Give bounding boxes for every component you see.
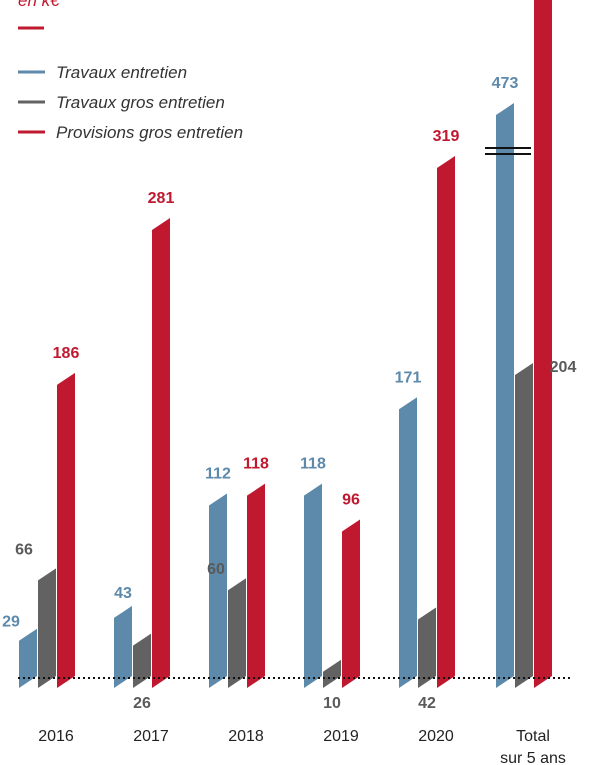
value-label-2017-series-1: 43 bbox=[114, 585, 132, 602]
bar-2018-series-1 bbox=[209, 493, 227, 688]
category-label-1: 2017 bbox=[133, 728, 169, 745]
legend-travaux-entretien-label: Travaux entretien bbox=[56, 63, 187, 82]
legend-provisions-gros-entretien-label: Provisions gros entretien bbox=[56, 123, 243, 142]
bar-2018-series-2 bbox=[228, 578, 246, 688]
bar-2020-series-2 bbox=[418, 607, 436, 688]
value-label-2016-series-2: 66 bbox=[15, 541, 33, 558]
value-label-2019-series-1: 118 bbox=[300, 456, 326, 473]
value-label-2019-series-3: 96 bbox=[342, 492, 360, 509]
value-label-total-series-1: 473 bbox=[492, 75, 519, 92]
bar-2019-series-3 bbox=[342, 519, 360, 688]
category-label-3: 2019 bbox=[323, 728, 359, 745]
category-label-0: 2016 bbox=[38, 728, 74, 745]
category-label-4: 2020 bbox=[418, 728, 454, 745]
value-label-2016-series-1: 29 bbox=[2, 614, 20, 631]
bar-total-series-1 bbox=[496, 103, 514, 688]
bar-total-series-2 bbox=[515, 363, 533, 688]
value-label-2018-series-2: 60 bbox=[207, 561, 225, 578]
category-label-5-line-0: Total bbox=[516, 728, 550, 745]
bar-2017-series-1 bbox=[114, 605, 132, 688]
bar-total-series-3 bbox=[534, 0, 552, 688]
value-label-total-series-2: 204 bbox=[550, 359, 577, 376]
legend: Travaux entretien Travaux gros entretien P… bbox=[18, 63, 243, 142]
value-label-2020-series-1: 171 bbox=[395, 369, 422, 386]
value-labels: 29 66 186 43 26 281 112 60 118 118 10 96 171 42 319 473… bbox=[2, 75, 576, 712]
bar-2020-series-3 bbox=[437, 156, 455, 688]
bar-2017-series-3 bbox=[152, 217, 170, 688]
value-label-2017-series-2: 26 bbox=[133, 695, 151, 712]
bar-2017-series-2 bbox=[133, 633, 151, 688]
value-label-2016-series-3: 186 bbox=[53, 345, 80, 362]
unit-label: en k€ bbox=[18, 0, 61, 10]
bar-2018-series-3 bbox=[247, 483, 265, 688]
bars bbox=[19, 0, 552, 688]
value-label-2017-series-3: 281 bbox=[148, 190, 175, 207]
bar-2019-series-2 bbox=[323, 659, 341, 688]
bar-2020-series-1 bbox=[399, 397, 417, 688]
value-label-2020-series-2: 42 bbox=[418, 695, 436, 712]
bar-2016-series-3 bbox=[57, 372, 75, 688]
category-label-5-line-1: sur 5 ans bbox=[500, 750, 566, 765]
legend-travaux-gros-entretien-label: Travaux gros entretien bbox=[56, 93, 225, 112]
value-label-2019-series-2: 10 bbox=[323, 695, 341, 712]
value-label-2018-series-1: 112 bbox=[205, 465, 231, 482]
value-label-2018-series-3: 118 bbox=[243, 456, 269, 473]
bar-2016-series-1 bbox=[19, 628, 37, 688]
category-labels: 2016 2017 2018 2019 2020 Total sur 5 ans bbox=[38, 728, 566, 765]
category-label-2: 2018 bbox=[228, 728, 264, 745]
bar-2016-series-2 bbox=[38, 568, 56, 688]
value-label-2020-series-3: 319 bbox=[433, 128, 460, 145]
bar-2019-series-1 bbox=[304, 483, 322, 688]
chart-header: en k€ bbox=[18, 0, 61, 30]
